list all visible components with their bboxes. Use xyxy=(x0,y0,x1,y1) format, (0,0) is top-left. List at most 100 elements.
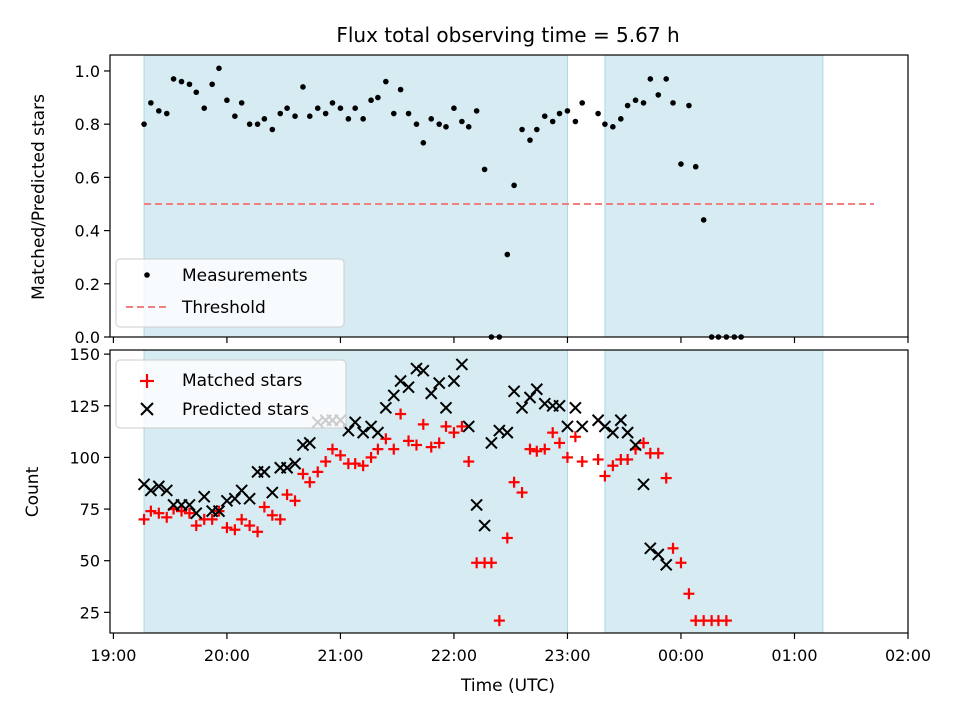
measurement-point xyxy=(473,108,480,114)
matched-star-point xyxy=(622,453,634,465)
matched-star-point xyxy=(485,557,497,569)
matched-star-point xyxy=(417,418,429,430)
measurement-point xyxy=(300,84,306,90)
predicted-star-point xyxy=(198,490,211,503)
predicted-star-point xyxy=(637,478,650,491)
matched-star-point xyxy=(388,443,400,455)
predicted-star-point xyxy=(402,380,415,394)
measurement-point xyxy=(405,110,412,117)
matched-star-point xyxy=(516,487,528,499)
matched-star-point xyxy=(206,513,218,525)
matched-star-point xyxy=(561,451,573,463)
matched-star-point xyxy=(667,542,679,554)
matched-star-point xyxy=(145,505,157,517)
predicted-star-point xyxy=(212,504,226,518)
predicted-star-point xyxy=(493,424,506,437)
bottom-y-tick-label: 150 xyxy=(69,345,100,364)
measurement-point xyxy=(700,217,707,223)
measurement-point xyxy=(647,76,654,82)
predicted-star-point xyxy=(621,426,634,439)
measurement-point xyxy=(375,94,381,101)
matched-star-point xyxy=(281,489,293,501)
measurement-point xyxy=(322,110,329,117)
matched-star-point xyxy=(334,449,346,461)
measurement-point xyxy=(261,116,268,122)
predicted-star-point xyxy=(576,420,589,433)
matched-star-point xyxy=(252,526,264,538)
matched-star-point xyxy=(190,520,202,532)
predicted-star-point xyxy=(660,558,673,572)
bottom-shaded-interval-1 xyxy=(604,349,824,634)
predicted-star-point xyxy=(410,362,423,375)
matched-star-point xyxy=(501,532,513,544)
measurement-point xyxy=(269,126,276,133)
matched-star-point xyxy=(161,511,173,523)
matched-star-point xyxy=(539,443,551,455)
measurement-point xyxy=(579,100,586,106)
measurement-point xyxy=(618,116,624,122)
x-tick-label: 21:00 xyxy=(317,646,363,665)
measurement-point xyxy=(663,76,670,82)
matched-star-point xyxy=(266,509,278,521)
measurement-point xyxy=(428,116,435,122)
top-y-axis-label: Matched/Predicted stars xyxy=(29,94,49,300)
measurement-point xyxy=(443,124,449,130)
measurement-point xyxy=(692,163,699,170)
measurement-point xyxy=(602,121,608,127)
matched-star-point xyxy=(365,451,377,463)
measurement-point xyxy=(397,86,404,93)
predicted-star-point xyxy=(371,426,385,439)
legend-measurement-marker xyxy=(144,272,150,278)
bottom-legend-frame xyxy=(115,359,347,429)
measurement-point xyxy=(632,97,639,104)
top-y-tick-label: 0.2 xyxy=(75,275,100,294)
predicted-star-point xyxy=(515,401,529,415)
predicted-star-point xyxy=(530,383,544,396)
matched-star-point xyxy=(326,443,338,455)
predicted-star-point xyxy=(144,484,158,497)
x-tick-label: 22:00 xyxy=(431,646,477,665)
legend-predicted-label: Predicted stars xyxy=(182,400,309,420)
matched-star-point xyxy=(304,476,316,488)
matched-star-point xyxy=(592,453,604,465)
measurement-point xyxy=(436,121,442,127)
top-axes-frame xyxy=(109,54,909,338)
matched-star-point xyxy=(274,513,286,525)
matched-star-point xyxy=(403,435,415,447)
matched-star-point xyxy=(221,522,233,534)
predicted-star-point xyxy=(152,480,166,493)
predicted-star-point xyxy=(288,457,302,470)
predicted-star-point xyxy=(425,387,438,400)
top-x-axis-ticks xyxy=(112,337,909,343)
measurement-point xyxy=(209,81,215,88)
measurement-point xyxy=(527,137,533,143)
measurement-point xyxy=(216,65,222,72)
measurement-point xyxy=(383,78,389,85)
predicted-star-point xyxy=(348,416,362,429)
top-legend-frame xyxy=(115,258,345,328)
measurement-point xyxy=(163,110,170,117)
matched-star-point xyxy=(638,437,650,449)
legend-measurements-label: Measurements xyxy=(182,266,308,286)
measurement-point xyxy=(465,124,472,130)
measurement-point xyxy=(224,97,230,104)
matched-star-point xyxy=(456,420,468,432)
top-y-tick-label: 0.8 xyxy=(75,115,100,134)
bottom-y-tick-label: 100 xyxy=(69,448,100,467)
measurement-point xyxy=(306,113,313,119)
x-tick-label: 20:00 xyxy=(204,646,250,665)
matched-star-point xyxy=(244,520,256,532)
measurement-point xyxy=(511,182,517,189)
measurement-point xyxy=(156,108,162,114)
matched-star-point xyxy=(258,501,270,513)
matched-star-point xyxy=(357,460,369,472)
matched-star-point xyxy=(531,445,543,457)
predicted-star-point xyxy=(485,436,498,450)
x-tick-label: 02:00 xyxy=(885,646,931,665)
predicted-star-point xyxy=(228,492,242,505)
matched-star-point xyxy=(138,513,150,525)
measurement-point xyxy=(337,105,344,112)
matched-star-point xyxy=(720,615,732,627)
predicted-star-point xyxy=(243,492,256,505)
legend-predicted-marker xyxy=(140,402,154,416)
